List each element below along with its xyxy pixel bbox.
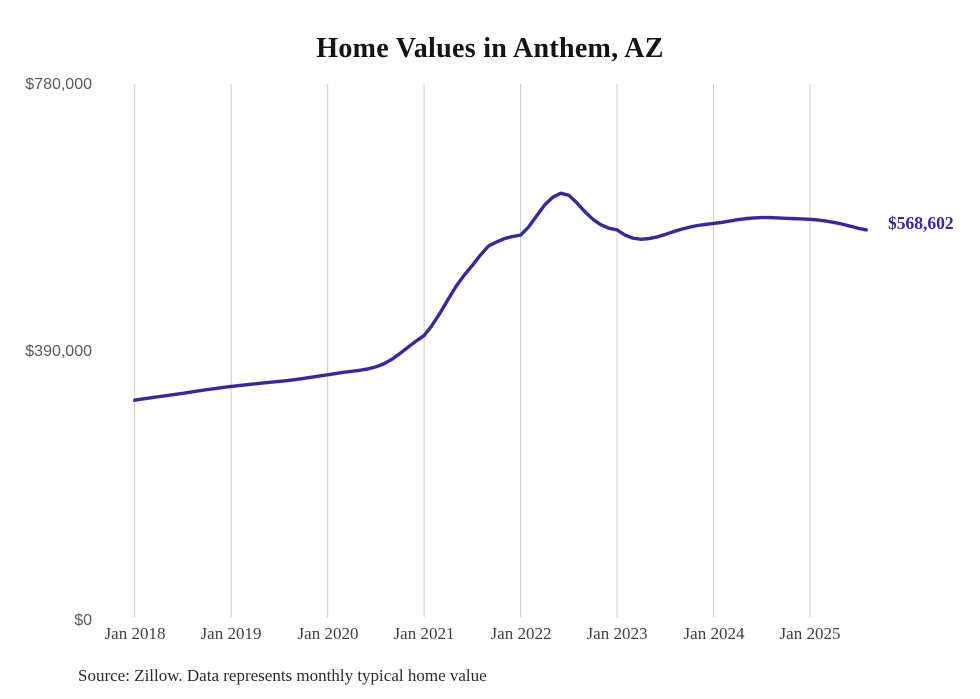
x-axis-label: Jan 2020 — [297, 624, 359, 643]
x-axis-label: Jan 2025 — [779, 624, 841, 643]
home-value-line — [133, 191, 868, 402]
gridlines — [134, 84, 811, 617]
x-axis-label: Jan 2018 — [104, 624, 166, 643]
y-axis-label-0: $0 — [74, 612, 92, 629]
x-axis-label: Jan 2024 — [683, 624, 745, 643]
x-axis-label: Jan 2022 — [490, 624, 552, 643]
x-axis-label: Jan 2023 — [586, 624, 648, 643]
x-axis-label: Jan 2019 — [200, 624, 262, 643]
end-value-label: $568,602 — [888, 213, 954, 233]
chart-title: Home Values in Anthem, AZ — [316, 33, 664, 64]
source-note: Source: Zillow. Data represents monthly … — [78, 666, 487, 685]
y-axis-label-390k: $390,000 — [25, 343, 92, 360]
x-axis-label: Jan 2021 — [393, 624, 455, 643]
y-axis-label-780k: $780,000 — [25, 76, 92, 93]
